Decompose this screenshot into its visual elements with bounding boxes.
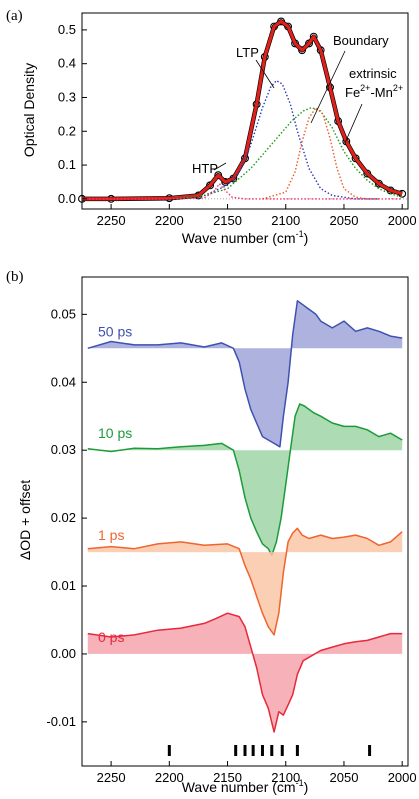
- panel-b-fill-10ps: [87, 404, 403, 556]
- panel-b-y-tick-label: -0.01: [46, 714, 76, 729]
- panel-b-marker-tick: [368, 745, 372, 756]
- panel-a-y-tick-label: 0.0: [58, 191, 76, 206]
- panel-a-y-tick-label: 0.1: [58, 157, 76, 172]
- panel-a-htp-component: [82, 182, 403, 200]
- panel-a-x-ticks: 2250 2200 2150 2100 2050 2000: [97, 204, 417, 228]
- panel-b-y-ticks: -0.01 0.00 0.01 0.02 0.03 0.04 0.05: [46, 306, 87, 729]
- annotation-htp-leader: [213, 162, 227, 171]
- annotation-ltp: LTP: [236, 45, 259, 60]
- panel-b-y-tick-label: 0.05: [51, 306, 76, 321]
- panel-a-data-point: [363, 169, 372, 178]
- panel-a-series: [78, 17, 407, 203]
- panel-a-y-tick-label: 0.3: [58, 89, 76, 104]
- panel-a-x-axis-title: Wave number (cm-1): [182, 229, 309, 246]
- panel-b-y-axis-title: ΔOD + offset: [17, 480, 33, 560]
- panel-a-y-tick-label: 0.5: [58, 22, 76, 37]
- panel-a-y-tick-label: 0.2: [58, 123, 76, 138]
- panel-a-data-point: [277, 17, 286, 26]
- panel-a-data-point: [206, 181, 215, 190]
- panel-b-marker-tick: [167, 745, 171, 756]
- panel-a-x-tick-label: 2100: [271, 213, 300, 228]
- panel-b-x-tick-label: 2100: [271, 770, 300, 785]
- panel-b-line-0ps: [87, 612, 403, 733]
- panel-b-x-tick-label: 2150: [213, 770, 242, 785]
- panel-b-fill-0ps: [87, 613, 403, 732]
- panel-a-extrinsic-component: [262, 106, 379, 200]
- panel-b-fill-1ps: [87, 528, 403, 635]
- panel-a-data-point: [374, 179, 383, 188]
- panel-a: (a) 2250 2200 2150 2100 2050 2000 0.00.10.20.…: [6, 8, 417, 246]
- panel-a-x-tick-label: 2150: [213, 213, 242, 228]
- panel-b-y-tick-label: 0.00: [51, 646, 76, 661]
- panel-a-data-point: [305, 39, 313, 48]
- panel-b-label: (b): [6, 269, 24, 285]
- panel-b-marker-tick: [234, 745, 238, 756]
- annotation-fe-mn: Fe2+-Mn2+: [345, 83, 403, 100]
- panel-a-x-tick-label: 2250: [97, 213, 126, 228]
- panel-b-fill-50ps: [87, 300, 403, 447]
- panel-a-fit-line: [82, 19, 403, 201]
- panel-a-label: (a): [6, 8, 23, 24]
- panel-b-marker-tick: [243, 745, 247, 756]
- panel-b-x-tick-label: 2200: [155, 770, 184, 785]
- panel-b-marker-tick: [260, 745, 264, 756]
- annotation-extrinsic: extrinsic: [349, 66, 397, 81]
- annotation-htp: HTP: [192, 161, 218, 176]
- panel-b-y-tick-label: 0.03: [51, 442, 76, 457]
- panel-a-data-point: [214, 171, 223, 180]
- panel-a-x-tick-label: 2200: [155, 213, 184, 228]
- panel-b-x-tick-label: 2250: [97, 770, 126, 785]
- panel-b-line-10ps: [87, 403, 403, 557]
- annotation-boundary: Boundary: [333, 33, 389, 48]
- panel-b-series-label: 0 ps: [98, 629, 124, 645]
- panel-a-y-tick-label: 0.4: [58, 56, 76, 71]
- panel-a-frame: [81, 12, 409, 210]
- panel-b-series: 50 ps 10 ps 1 ps 0 ps: [87, 300, 403, 733]
- panel-b-x-tick-label: 2000: [388, 770, 417, 785]
- panel-b-y-tick-label: 0.02: [51, 510, 76, 525]
- panel-b-frame: [81, 276, 409, 767]
- panel-a-y-axis-title: Optical Density: [21, 63, 37, 157]
- panel-b-line-1ps: [87, 527, 403, 636]
- panel-b-series-label: 50 ps: [98, 323, 132, 339]
- annotation-ltp-leader: [255, 59, 275, 89]
- panel-a-boundary-component: [169, 106, 403, 200]
- panel-b-line-50ps: [87, 300, 403, 448]
- panel-a-data-point: [351, 154, 360, 163]
- panel-b-series-label: 10 ps: [98, 425, 132, 441]
- panel-b-marker-tick: [270, 745, 274, 756]
- panel-b-marker-ticks: [167, 745, 372, 756]
- panel-a-x-tick-label: 2050: [330, 213, 359, 228]
- panel-b-x-axis-title: Wave number (cm-1): [182, 778, 309, 795]
- panel-b-x-tick-label: 2050: [330, 770, 359, 785]
- panel-a-y-ticks: 0.0 0.1 0.2 0.3 0.4 0.5: [58, 22, 87, 206]
- panel-b-marker-tick: [295, 745, 299, 756]
- panel-b-marker-tick: [280, 745, 284, 756]
- panel-a-x-tick-label: 2000: [388, 213, 417, 228]
- panel-b-marker-tick: [251, 745, 255, 756]
- panel-b-series-label: 1 ps: [98, 527, 124, 543]
- panel-b-y-tick-label: 0.01: [51, 578, 76, 593]
- panel-a-data-point: [298, 46, 306, 55]
- panel-b-x-ticks: 2250 2200 2150 2100 2050 2000: [97, 761, 417, 785]
- panel-b-y-tick-label: 0.04: [51, 374, 76, 389]
- annotation-boundary-leader: [310, 50, 346, 124]
- annotation-fe-mn-leader: [344, 103, 363, 144]
